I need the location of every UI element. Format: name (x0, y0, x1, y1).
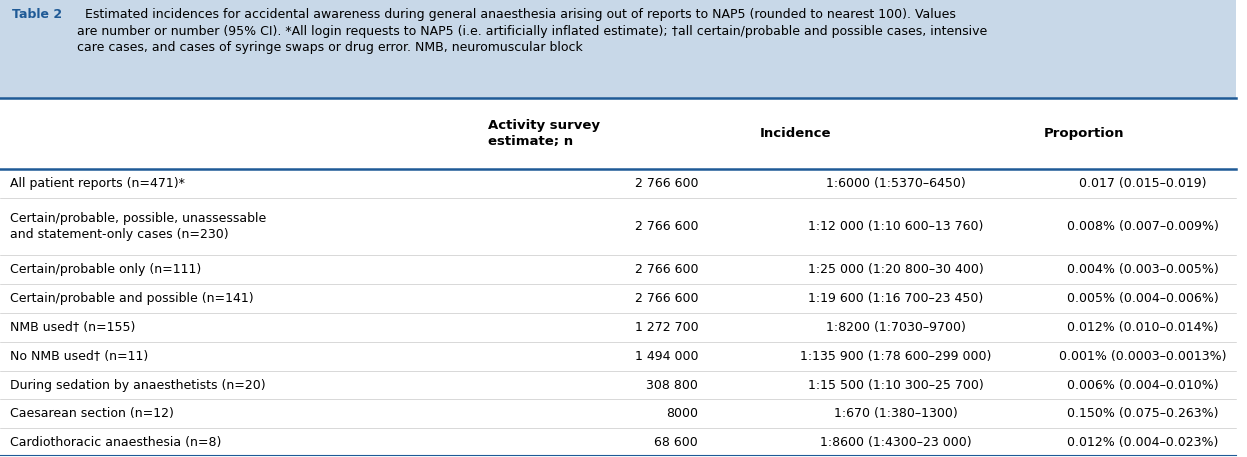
Text: No NMB used† (n=11): No NMB used† (n=11) (10, 350, 148, 363)
Text: 1:670 (1:380–1300): 1:670 (1:380–1300) (834, 407, 958, 420)
Bar (0, 0, 1236, 98)
Text: 1:12 000 (1:10 600–13 760): 1:12 000 (1:10 600–13 760) (808, 220, 984, 233)
Text: 0.006% (0.004–0.010%): 0.006% (0.004–0.010%) (1067, 378, 1218, 392)
Text: Caesarean section (n=12): Caesarean section (n=12) (10, 407, 173, 420)
Text: 0.012% (0.004–0.023%): 0.012% (0.004–0.023%) (1067, 436, 1218, 449)
Text: Cardiothoracic anaesthesia (n=8): Cardiothoracic anaesthesia (n=8) (10, 436, 221, 449)
Text: 0.017 (0.015–0.019): 0.017 (0.015–0.019) (1080, 177, 1207, 190)
Text: 2 766 600: 2 766 600 (635, 177, 698, 190)
Text: 0.150% (0.075–0.263%): 0.150% (0.075–0.263%) (1067, 407, 1218, 420)
Text: Certain/probable, possible, unassessable
and statement-only cases (n=230): Certain/probable, possible, unassessable… (10, 212, 266, 241)
Text: 1:15 500 (1:10 300–25 700): 1:15 500 (1:10 300–25 700) (808, 378, 984, 392)
Text: 1:8200 (1:7030–9700): 1:8200 (1:7030–9700) (826, 321, 966, 334)
Text: 0.001% (0.0003–0.0013%): 0.001% (0.0003–0.0013%) (1059, 350, 1227, 363)
Text: Certain/probable only (n=111): Certain/probable only (n=111) (10, 263, 201, 276)
Text: 1:19 600 (1:16 700–23 450): 1:19 600 (1:16 700–23 450) (808, 292, 984, 305)
Text: Estimated incidences for accidental awareness during general anaesthesia arising: Estimated incidences for accidental awar… (76, 8, 986, 54)
Text: 1:8600 (1:4300–23 000): 1:8600 (1:4300–23 000) (821, 436, 971, 449)
Text: 0.008% (0.007–0.009%): 0.008% (0.007–0.009%) (1067, 220, 1220, 233)
Text: 1 272 700: 1 272 700 (635, 321, 698, 334)
Text: 68 600: 68 600 (655, 436, 698, 449)
Text: Proportion: Proportion (1044, 127, 1125, 140)
Text: 1:6000 (1:5370–6450): 1:6000 (1:5370–6450) (826, 177, 965, 190)
Text: 8000: 8000 (666, 407, 698, 420)
Text: During sedation by anaesthetists (n=20): During sedation by anaesthetists (n=20) (10, 378, 266, 392)
Text: NMB used† (n=155): NMB used† (n=155) (10, 321, 135, 334)
Bar (0, 98, 1236, 457)
Text: 2 766 600: 2 766 600 (635, 263, 698, 276)
Text: 0.012% (0.010–0.014%): 0.012% (0.010–0.014%) (1067, 321, 1218, 334)
Text: Incidence: Incidence (759, 127, 832, 140)
Text: 308 800: 308 800 (646, 378, 698, 392)
Text: 1 494 000: 1 494 000 (635, 350, 698, 363)
Text: Activity survey
estimate; n: Activity survey estimate; n (488, 119, 600, 148)
Text: 0.005% (0.004–0.006%): 0.005% (0.004–0.006%) (1067, 292, 1218, 305)
Text: 2 766 600: 2 766 600 (635, 220, 698, 233)
Text: 1:25 000 (1:20 800–30 400): 1:25 000 (1:20 800–30 400) (808, 263, 984, 276)
Text: 1:135 900 (1:78 600–299 000): 1:135 900 (1:78 600–299 000) (801, 350, 991, 363)
Text: 0.004% (0.003–0.005%): 0.004% (0.003–0.005%) (1067, 263, 1218, 276)
Text: 2 766 600: 2 766 600 (635, 292, 698, 305)
Text: Table 2: Table 2 (12, 8, 62, 21)
Text: All patient reports (n=471)*: All patient reports (n=471)* (10, 177, 185, 190)
Text: Certain/probable and possible (n=141): Certain/probable and possible (n=141) (10, 292, 253, 305)
